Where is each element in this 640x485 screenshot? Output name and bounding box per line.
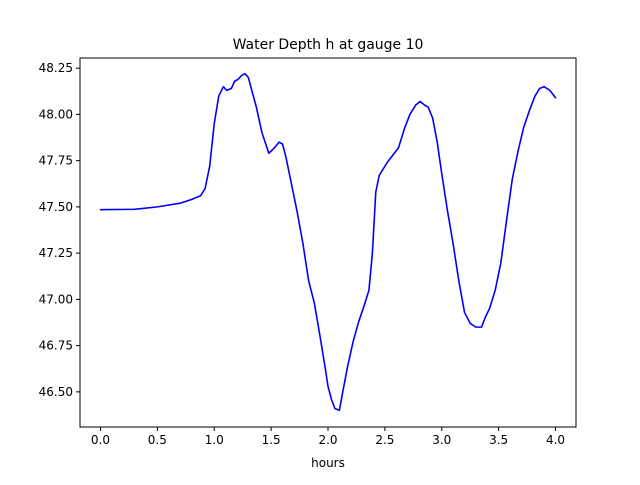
- x-axis-label: hours: [311, 456, 345, 470]
- x-tick-label: 1.0: [205, 433, 224, 447]
- x-tick-label: 0.5: [148, 433, 167, 447]
- x-tick-label: 2.0: [318, 433, 337, 447]
- y-axis-ticks: 46.50 46.75 47.00 47.25 47.50 47.75 48.00 48.25: [39, 61, 80, 399]
- x-tick-label: 3.5: [489, 433, 508, 447]
- y-tick-label: 48.25: [39, 61, 73, 75]
- chart-title: Water Depth h at gauge 10: [233, 37, 424, 53]
- x-axis-ticks: 0.0 0.5 1.0 1.5 2.0 2.5 3.0 3.5 4.0: [91, 427, 565, 447]
- y-tick-label: 46.75: [39, 339, 73, 353]
- y-tick-label: 48.00: [39, 107, 73, 121]
- y-tick-label: 47.50: [39, 200, 73, 214]
- x-tick-label: 3.0: [432, 433, 451, 447]
- y-tick-label: 47.75: [39, 154, 73, 168]
- x-tick-label: 0.0: [91, 433, 110, 447]
- x-tick-label: 2.5: [375, 433, 394, 447]
- axes-frame: [79, 57, 577, 428]
- y-tick-label: 47.00: [39, 292, 73, 306]
- series-line-water-depth: [99, 72, 557, 412]
- x-tick-label: 4.0: [546, 433, 565, 447]
- y-tick-label: 46.50: [39, 385, 73, 399]
- y-tick-label: 47.25: [39, 246, 73, 260]
- x-tick-label: 1.5: [262, 433, 281, 447]
